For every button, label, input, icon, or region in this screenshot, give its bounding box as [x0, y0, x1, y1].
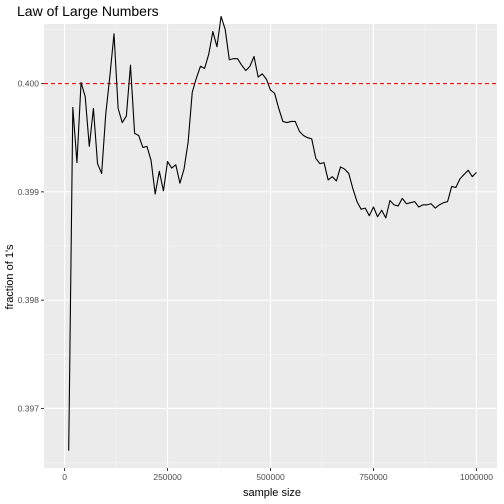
y-tick-label: 0.397 [18, 403, 40, 413]
x-tick-label: 250000 [153, 472, 182, 482]
x-tick-label: 500000 [256, 472, 285, 482]
x-tick-label: 750000 [359, 472, 388, 482]
x-tick-label: 0 [62, 472, 67, 482]
y-tick-label: 0.399 [18, 187, 40, 197]
chart-title: Law of Large Numbers [17, 3, 159, 19]
series-line [68, 15, 477, 451]
y-tick-label: 0.398 [18, 295, 40, 305]
y-axis-label: fraction of 1's [4, 244, 16, 310]
x-axis: 0 250000 500000 750000 1000000 [62, 468, 493, 482]
x-tick-label: 1000000 [460, 472, 493, 482]
y-tick-label: 0.400 [18, 79, 40, 89]
x-axis-label: sample size [243, 487, 301, 499]
major-grid [44, 24, 497, 468]
y-axis: 0.397 0.398 0.399 0.400 [18, 79, 44, 413]
